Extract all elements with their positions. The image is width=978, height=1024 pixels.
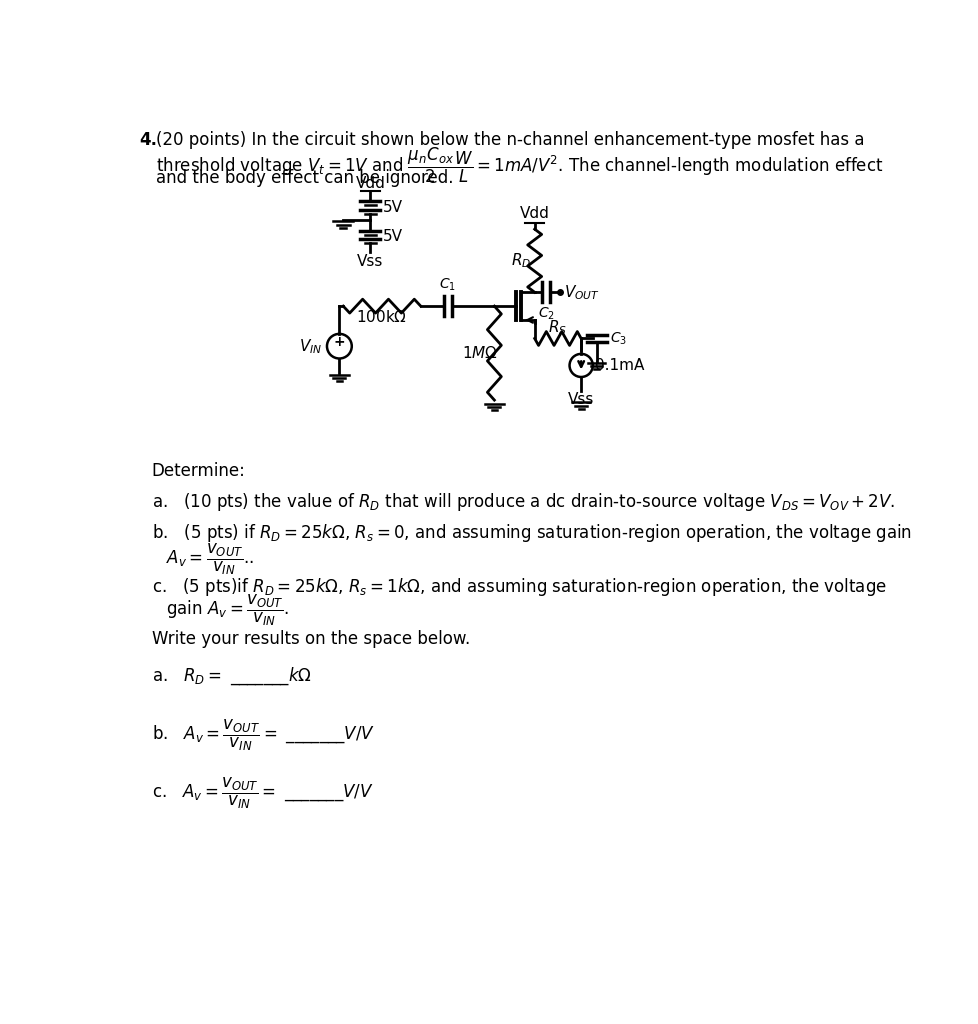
- Text: $1M\Omega$: $1M\Omega$: [462, 345, 498, 361]
- Text: a.   (10 pts) the value of $R_D$ that will produce a dc drain-to-source voltage : a. (10 pts) the value of $R_D$ that will…: [152, 490, 894, 513]
- Text: $R_D$: $R_D$: [511, 251, 530, 270]
- Text: gain $A_v = \dfrac{v_{OUT}}{v_{IN}}$.: gain $A_v = \dfrac{v_{OUT}}{v_{IN}}$.: [165, 593, 289, 628]
- Text: $C_1$: $C_1$: [439, 276, 456, 293]
- Text: $A_v = \dfrac{v_{OUT}}{v_{IN}}$..: $A_v = \dfrac{v_{OUT}}{v_{IN}}$..: [165, 542, 253, 577]
- Text: Vss: Vss: [357, 254, 383, 268]
- Text: $V_{IN}$: $V_{IN}$: [299, 337, 322, 355]
- Text: Determine:: Determine:: [152, 462, 245, 479]
- Text: and the body effect can be ignored.: and the body effect can be ignored.: [156, 169, 454, 187]
- Text: 0.1mA: 0.1mA: [595, 358, 644, 373]
- Text: (20 points) In the circuit shown below the n-channel enhancement-type mosfet has: (20 points) In the circuit shown below t…: [156, 131, 865, 148]
- Text: Vss: Vss: [567, 392, 594, 408]
- Text: a.   $R_D =$ _______$k\Omega$: a. $R_D =$ _______$k\Omega$: [152, 666, 311, 687]
- Text: 4.: 4.: [139, 131, 157, 148]
- Text: +: +: [333, 335, 345, 349]
- Text: $C_3$: $C_3$: [609, 331, 626, 347]
- Text: b.   $A_v = \dfrac{v_{OUT}}{v_{IN}} =$ _______$V/V$: b. $A_v = \dfrac{v_{OUT}}{v_{IN}} =$ ___…: [152, 718, 375, 754]
- Text: c.   $A_v = \dfrac{v_{OUT}}{v_{IN}} =$ _______$V/V$: c. $A_v = \dfrac{v_{OUT}}{v_{IN}} =$ ___…: [152, 776, 374, 811]
- Text: 5V: 5V: [382, 200, 402, 215]
- Text: $V_{OUT}$: $V_{OUT}$: [563, 283, 600, 302]
- Text: c.   (5 pts)if $R_D = 25k\Omega$, $R_s = 1k\Omega$, and assuming saturation-regi: c. (5 pts)if $R_D = 25k\Omega$, $R_s = 1…: [152, 575, 886, 598]
- Text: threshold voltage $V_t = 1V$ and $\dfrac{\mu_n C_{ox}}{2}\dfrac{W}{L} = 1mA/V^2$: threshold voltage $V_t = 1V$ and $\dfrac…: [156, 146, 883, 185]
- Text: $C_2$: $C_2$: [537, 305, 555, 322]
- Text: Vdd: Vdd: [519, 207, 549, 221]
- Text: b.   (5 pts) if $R_D = 25k\Omega$, $R_s = 0$, and assuming saturation-region ope: b. (5 pts) if $R_D = 25k\Omega$, $R_s = …: [152, 522, 911, 544]
- Text: 5V: 5V: [382, 229, 402, 245]
- Text: Vdd: Vdd: [355, 176, 385, 190]
- Text: 100k$\Omega$: 100k$\Omega$: [356, 309, 407, 325]
- Text: Write your results on the space below.: Write your results on the space below.: [152, 630, 469, 647]
- Text: $R_S$: $R_S$: [548, 318, 567, 337]
